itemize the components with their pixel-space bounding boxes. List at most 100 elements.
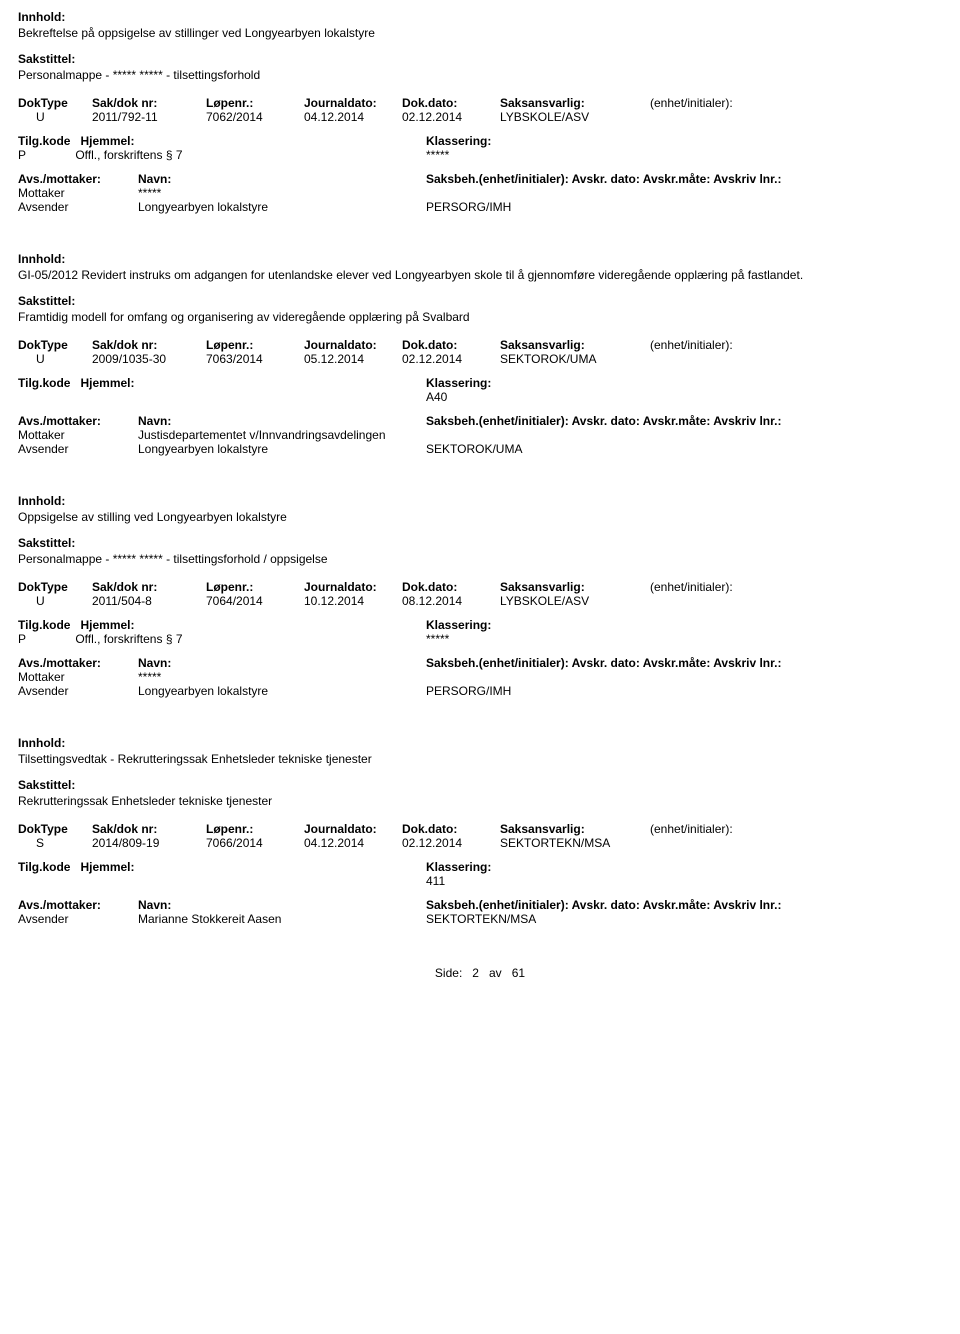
lopenr-label: Løpenr.: [206,338,304,352]
tilg-block: Tilg.kode Hjemmel: Klassering: A40 [18,376,942,404]
page-footer: Side: 2 av 61 [18,966,942,980]
tilg-block: Tilg.kode Hjemmel: Klassering: P Offl., … [18,618,942,646]
tilgkode-label: Tilg.kode [18,860,70,874]
party-role: Avsender [18,442,138,456]
tilg-block: Tilg.kode Hjemmel: Klassering: P Offl., … [18,134,942,162]
journaldato-value: 04.12.2014 [304,110,402,124]
saksansvarlig-label: Saksansvarlig: [500,338,650,352]
hjemmel-value: Offl., forskriftens § 7 [75,148,182,162]
lopenr-label: Løpenr.: [206,822,304,836]
journaldato-label: Journaldato: [304,822,402,836]
party-code: SEKTOROK/UMA [426,442,942,456]
saksansvarlig-label: Saksansvarlig: [500,96,650,110]
footer-page: 2 [472,966,479,980]
navn-label: Navn: [138,656,426,670]
party-row: Avsender Marianne Stokkereit Aasen SEKTO… [18,912,942,926]
doktype-label: DokType [18,96,92,110]
hjemmel-value: Offl., forskriftens § 7 [75,632,182,646]
party-role: Mottaker [18,670,138,684]
lopenr-value: 7063/2014 [206,352,304,366]
avsmottaker-label: Avs./mottaker: [18,656,138,670]
tilgkode-label: Tilg.kode [18,376,70,390]
sakstittel-label: Sakstittel: [18,536,942,550]
innhold-value: Tilsettingsvedtak - Rekrutteringssak Enh… [18,752,942,766]
columns-values: U 2011/792-11 7062/2014 04.12.2014 02.12… [18,110,942,124]
party-row: Mottaker Justisdepartementet v/Innvandri… [18,428,942,442]
sakdok-label: Sak/dok nr: [92,580,206,594]
columns-values: S 2014/809-19 7066/2014 04.12.2014 02.12… [18,836,942,850]
journaldato-value: 05.12.2014 [304,352,402,366]
sakdok-value: 2009/1035-30 [92,352,206,366]
enhet-label: (enhet/initialer): [650,822,790,836]
sakstittel-value: Framtidig modell for omfang og organiser… [18,310,942,324]
klassering-value: ***** [426,148,449,162]
columns-header: DokType Sak/dok nr: Løpenr.: Journaldato… [18,580,942,594]
footer-prefix: Side: [435,966,462,980]
klassering-label: Klassering: [426,618,491,632]
columns-values: U 2009/1035-30 7063/2014 05.12.2014 02.1… [18,352,942,366]
hjemmel-label: Hjemmel: [80,134,134,148]
columns-header: DokType Sak/dok nr: Løpenr.: Journaldato… [18,338,942,352]
journal-record: Innhold: Oppsigelse av stilling ved Long… [18,494,942,698]
doktype-value: U [18,352,92,366]
footer-sep: av [489,966,502,980]
party-code [426,186,942,200]
tilgkode-value: P [18,632,72,646]
dokdato-value: 08.12.2014 [402,594,500,608]
saksansvarlig-value: LYBSKOLE/ASV [500,110,650,124]
sakstittel-label: Sakstittel: [18,52,942,66]
klassering-value: 411 [426,874,445,888]
klassering-label: Klassering: [426,134,491,148]
innhold-label: Innhold: [18,10,942,24]
avs-block: Avs./mottaker: Navn: Saksbeh.(enhet/init… [18,656,942,698]
party-name: Longyearbyen lokalstyre [138,442,426,456]
sakdok-value: 2011/504-8 [92,594,206,608]
party-code [426,670,942,684]
sakstittel-label: Sakstittel: [18,294,942,308]
sakstittel-label: Sakstittel: [18,778,942,792]
innhold-value: Oppsigelse av stilling ved Longyearbyen … [18,510,942,524]
innhold-value: GI-05/2012 Revidert instruks om adgangen… [18,268,942,282]
journal-record: Innhold: Bekreftelse på oppsigelse av st… [18,10,942,214]
dokdato-label: Dok.dato: [402,96,500,110]
saksbeh-label: Saksbeh.(enhet/initialer): Avskr. dato: … [426,172,942,186]
doktype-label: DokType [18,338,92,352]
klassering-value: ***** [426,632,449,646]
party-row: Mottaker ***** [18,670,942,684]
avsmottaker-label: Avs./mottaker: [18,172,138,186]
avs-block: Avs./mottaker: Navn: Saksbeh.(enhet/init… [18,172,942,214]
avs-block: Avs./mottaker: Navn: Saksbeh.(enhet/init… [18,414,942,456]
lopenr-label: Løpenr.: [206,96,304,110]
party-role: Avsender [18,684,138,698]
enhet-label: (enhet/initialer): [650,580,790,594]
saksansvarlig-label: Saksansvarlig: [500,822,650,836]
party-name: Longyearbyen lokalstyre [138,684,426,698]
avsmottaker-label: Avs./mottaker: [18,414,138,428]
footer-total: 61 [512,966,525,980]
sakdok-label: Sak/dok nr: [92,822,206,836]
journaldato-label: Journaldato: [304,580,402,594]
party-code: PERSORG/IMH [426,200,942,214]
sakstittel-value: Personalmappe - ***** ***** - tilsetting… [18,552,942,566]
hjemmel-label: Hjemmel: [80,860,134,874]
doktype-value: U [18,594,92,608]
party-role: Avsender [18,912,138,926]
journal-record: Innhold: GI-05/2012 Revidert instruks om… [18,252,942,456]
journaldato-label: Journaldato: [304,338,402,352]
party-row: Avsender Longyearbyen lokalstyre PERSORG… [18,684,942,698]
party-role: Mottaker [18,186,138,200]
party-code [426,428,942,442]
sakstittel-value: Personalmappe - ***** ***** - tilsetting… [18,68,942,82]
sakstittel-value: Rekrutteringssak Enhetsleder tekniske tj… [18,794,942,808]
saksbeh-label: Saksbeh.(enhet/initialer): Avskr. dato: … [426,414,942,428]
columns-header: DokType Sak/dok nr: Løpenr.: Journaldato… [18,822,942,836]
party-role: Mottaker [18,428,138,442]
dokdato-value: 02.12.2014 [402,836,500,850]
dokdato-value: 02.12.2014 [402,110,500,124]
innhold-value: Bekreftelse på oppsigelse av stillinger … [18,26,942,40]
doktype-value: S [18,836,92,850]
klassering-value: A40 [426,390,447,404]
navn-label: Navn: [138,414,426,428]
party-name: ***** [138,670,426,684]
saksbeh-label: Saksbeh.(enhet/initialer): Avskr. dato: … [426,898,942,912]
